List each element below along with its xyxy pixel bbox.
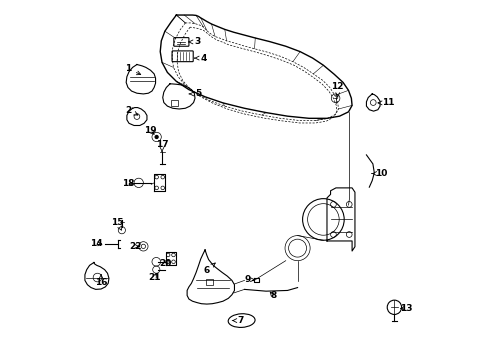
Text: 2: 2: [124, 105, 138, 115]
Text: 10: 10: [371, 169, 386, 178]
Text: 12: 12: [331, 82, 343, 97]
Text: 7: 7: [232, 316, 244, 325]
Text: 9: 9: [244, 275, 254, 284]
Text: 16: 16: [95, 275, 107, 287]
Text: 17: 17: [155, 140, 168, 152]
Text: 11: 11: [377, 98, 393, 107]
Text: 3: 3: [188, 37, 201, 46]
Text: 6: 6: [203, 263, 215, 275]
Text: 8: 8: [269, 291, 276, 300]
Text: 13: 13: [399, 304, 411, 313]
Text: 21: 21: [147, 273, 160, 282]
Text: 1: 1: [124, 64, 141, 75]
Text: 19: 19: [144, 126, 157, 135]
Text: 5: 5: [189, 89, 201, 98]
Text: 20: 20: [159, 259, 171, 268]
Text: 22: 22: [129, 242, 141, 251]
Text: 18: 18: [122, 179, 134, 188]
Text: 4: 4: [194, 54, 206, 63]
Text: 15: 15: [111, 218, 123, 230]
Circle shape: [154, 135, 159, 139]
Text: 14: 14: [90, 239, 103, 248]
